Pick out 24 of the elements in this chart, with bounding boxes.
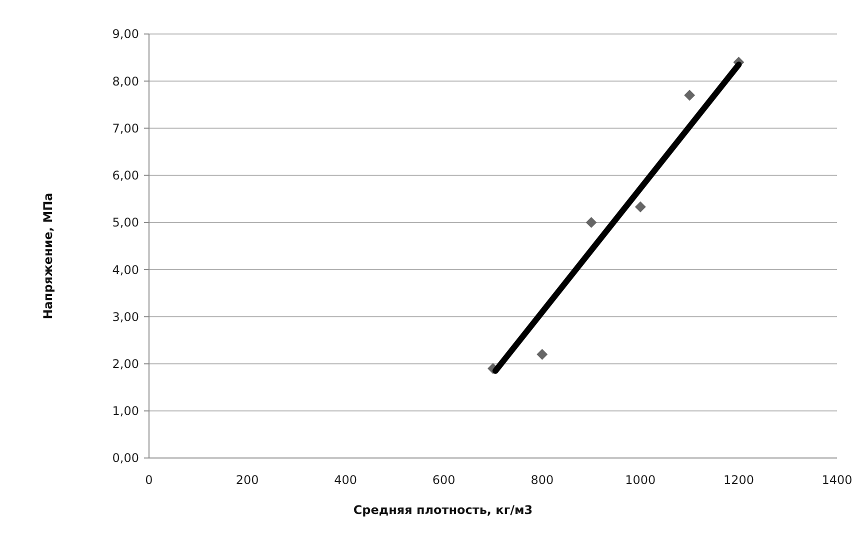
y-tick-label: 9,00 (112, 27, 139, 42)
x-tick-label: 1400 (822, 473, 852, 487)
point (634, 201, 646, 212)
x-tick-label: 200 (236, 473, 259, 487)
x-tick-label: 0 (145, 473, 153, 487)
point (684, 90, 696, 101)
y-tick-label: 3,00 (112, 310, 139, 324)
point (536, 348, 548, 360)
x-tick-label: 600 (432, 473, 456, 487)
x-tick-label: 400 (334, 473, 358, 487)
y-tick-label: 1,00 (112, 404, 139, 418)
y-tick-label: 6,00 (112, 168, 139, 183)
y-axis-title: Напряжение, МПа (41, 192, 55, 320)
y-tick-label: 5,00 (112, 216, 139, 230)
point (586, 216, 597, 228)
x-axis-title: Средняя плотность, кг/м3 (353, 503, 533, 517)
x-tick-label: 1200 (723, 473, 754, 487)
x-tick-label: 800 (530, 473, 554, 487)
x-tick-label: 1000 (625, 473, 656, 487)
y-tick-label: 4,00 (112, 262, 139, 277)
y-tick-label: 7,00 (112, 121, 139, 136)
y-tick-label: 0,00 (112, 451, 139, 466)
y-tick-label: 8,00 (112, 74, 139, 88)
y-tick-label: 2,00 (112, 356, 139, 371)
